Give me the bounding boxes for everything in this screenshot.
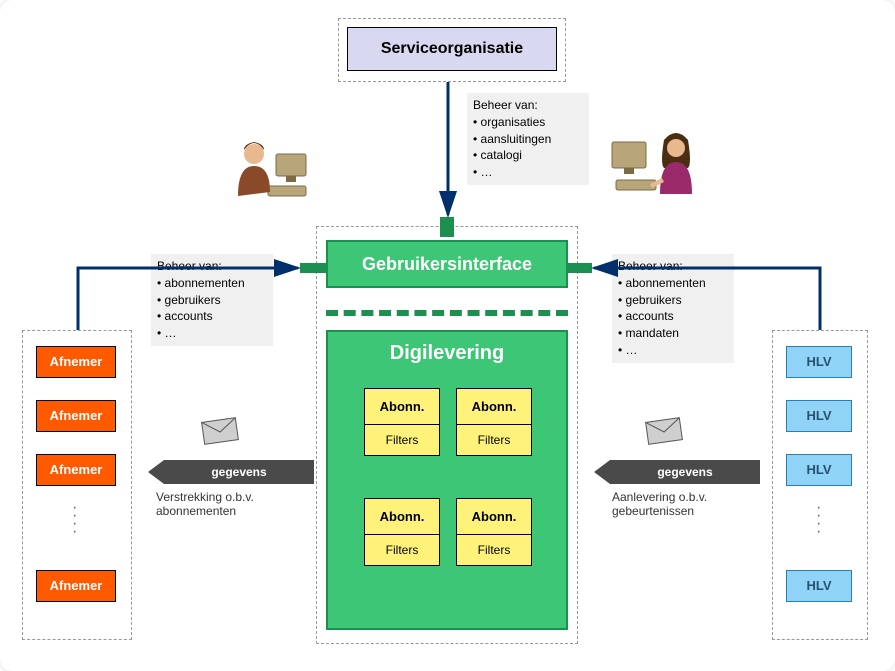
abonn-label: Abonn. xyxy=(365,499,439,535)
digilevering-box: Digilevering Abonn. Filters Abonn. Filte… xyxy=(326,330,568,630)
gegevens-caption-left: Verstrekking o.b.v. abonnementen xyxy=(156,490,254,518)
digilevering-title: Digilevering xyxy=(328,332,566,365)
hlv-box: HLV xyxy=(786,346,852,378)
envelope-icon xyxy=(644,414,688,448)
beheer-top-item: catalogi xyxy=(481,148,522,162)
afnemer-box: Afnemer xyxy=(36,570,116,602)
abonn-cell: Abonn. Filters xyxy=(456,498,532,566)
abonn-label: Abonn. xyxy=(457,389,531,425)
beheer-left-item: accounts xyxy=(165,309,213,323)
abonn-cell: Abonn. Filters xyxy=(364,498,440,566)
beheer-top-title: Beheer van: xyxy=(473,97,583,114)
ellipsis-icon: ···· xyxy=(72,504,77,536)
gegevens-arrow-right: gegevens xyxy=(610,460,760,484)
beheer-left-item: … xyxy=(165,326,177,340)
beheer-left-title: Beheer van: xyxy=(157,258,267,275)
beheer-top-item: organisaties xyxy=(481,115,546,129)
abonn-cell: Abonn. Filters xyxy=(456,388,532,456)
beheer-right-item: gebruikers xyxy=(626,293,682,307)
abonn-cell: Abonn. Filters xyxy=(364,388,440,456)
envelope-icon xyxy=(200,414,244,448)
abonn-label: Abonn. xyxy=(365,389,439,425)
filter-label: Filters xyxy=(457,425,531,455)
hlv-box: HLV xyxy=(786,570,852,602)
afnemer-box: Afnemer xyxy=(36,454,116,486)
beheer-top-item: … xyxy=(481,165,493,179)
ui-box-label: Gebruikersinterface xyxy=(362,254,532,275)
beheer-top: Beheer van: • organisaties • aansluiting… xyxy=(467,93,589,185)
filter-label: Filters xyxy=(365,535,439,565)
service-org-container: Serviceorganisatie xyxy=(338,18,566,82)
gegevens-arrow-left: gegevens xyxy=(164,460,314,484)
beheer-right-item: abonnementen xyxy=(626,276,706,290)
beheer-top-item: aansluitingen xyxy=(481,132,552,146)
beheer-right-item: mandaten xyxy=(626,326,679,340)
gegevens-caption-right: Aanlevering o.b.v. gebeurtenissen xyxy=(612,490,707,518)
ellipsis-icon: ···· xyxy=(816,504,821,536)
hlv-box: HLV xyxy=(786,454,852,486)
user-computer-left-icon xyxy=(232,136,316,216)
diagram-canvas: Serviceorganisatie Beheer van: • organis… xyxy=(0,0,895,671)
beheer-right-title: Beheer van: xyxy=(618,258,728,275)
gegevens-label: gegevens xyxy=(211,465,266,479)
service-org-box: Serviceorganisatie xyxy=(347,27,557,71)
afnemer-box: Afnemer xyxy=(36,400,116,432)
filter-label: Filters xyxy=(365,425,439,455)
beheer-right-item: accounts xyxy=(626,309,674,323)
abonn-label: Abonn. xyxy=(457,499,531,535)
beheer-right: Beheer van: • abonnementen • gebruikers … xyxy=(612,254,734,363)
beheer-left: Beheer van: • abonnementen • gebruikers … xyxy=(151,254,273,346)
ui-box: Gebruikersinterface xyxy=(326,240,568,288)
user-computer-right-icon xyxy=(608,128,698,218)
beheer-left-item: gebruikers xyxy=(165,293,221,307)
gegevens-label: gegevens xyxy=(657,465,712,479)
hlv-box: HLV xyxy=(786,400,852,432)
ui-top-stub xyxy=(440,217,454,237)
beheer-right-item: … xyxy=(626,343,638,357)
filter-label: Filters xyxy=(457,535,531,565)
dash-divider xyxy=(326,310,568,316)
service-org-label: Serviceorganisatie xyxy=(381,40,523,58)
afnemer-box: Afnemer xyxy=(36,346,116,378)
beheer-left-item: abonnementen xyxy=(165,276,245,290)
